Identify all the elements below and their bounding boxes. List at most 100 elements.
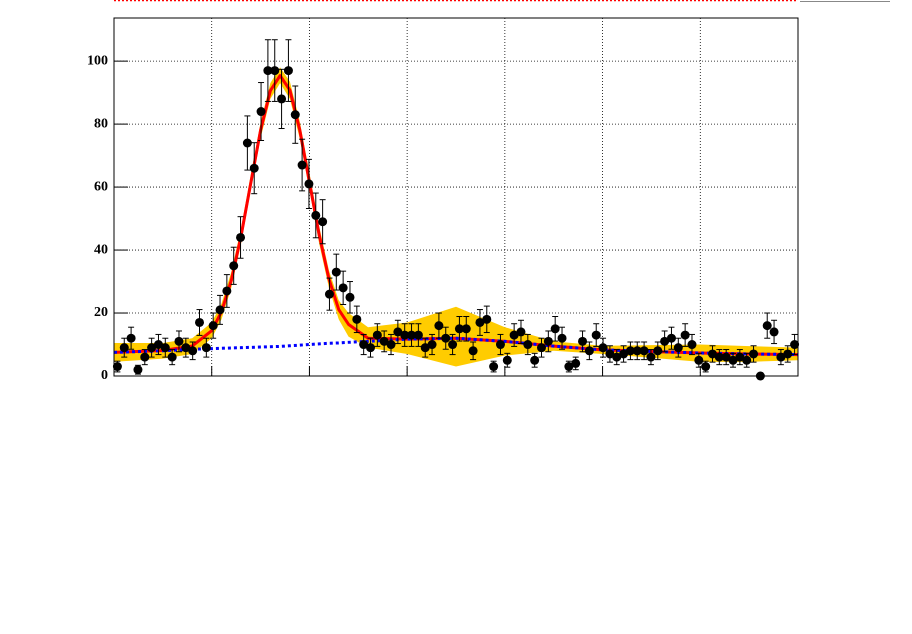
- data-point: [489, 362, 499, 372]
- data-point: [468, 346, 478, 356]
- data-point: [762, 321, 772, 331]
- data-point: [701, 362, 711, 372]
- data-point: [612, 352, 622, 362]
- data-point: [708, 349, 717, 359]
- data-point: [181, 343, 191, 353]
- data-point: [379, 336, 389, 346]
- y-tick-label: 80: [94, 116, 108, 131]
- data-point: [571, 358, 581, 368]
- y-tick-label: 60: [94, 179, 108, 194]
- data-point: [160, 343, 170, 353]
- data-point: [776, 352, 786, 362]
- data-point: [509, 330, 519, 340]
- data-point: [584, 346, 594, 356]
- data-point: [475, 317, 485, 327]
- data-point: [331, 267, 341, 277]
- data-point: [598, 343, 608, 353]
- data-point: [242, 138, 252, 148]
- data-point: [639, 346, 649, 356]
- data-point: [420, 343, 430, 353]
- data-point: [400, 330, 410, 340]
- data-point: [728, 355, 738, 365]
- background-curve: [113, 336, 799, 357]
- data-point: [687, 340, 697, 350]
- data-point: [735, 352, 745, 362]
- data-point: [769, 327, 779, 337]
- data-point: [646, 352, 656, 362]
- data-point: [126, 333, 136, 343]
- data-point: [564, 362, 574, 372]
- data-point: [153, 340, 163, 350]
- data-point: [249, 163, 259, 173]
- data-point: [537, 343, 546, 353]
- data-point: [516, 327, 526, 337]
- data-point: [283, 66, 293, 76]
- data-point: [632, 346, 642, 356]
- data-point: [140, 352, 150, 362]
- data-point: [386, 340, 396, 350]
- y-tick-label: 40: [94, 242, 108, 257]
- data-point: [502, 355, 512, 365]
- data-point: [208, 321, 218, 331]
- data-point: [721, 352, 731, 362]
- data-point: [236, 232, 246, 242]
- data-point: [591, 330, 601, 340]
- data-point: [222, 286, 232, 296]
- data-point: [653, 346, 663, 356]
- data-point: [448, 340, 458, 350]
- data-point: [229, 261, 239, 271]
- data-point: [174, 336, 184, 346]
- data-point: [133, 365, 143, 375]
- data-point: [461, 324, 471, 334]
- y-tick-label: 20: [94, 305, 108, 320]
- data-point: [304, 179, 314, 189]
- data-point: [482, 314, 492, 324]
- data-point: [393, 327, 403, 337]
- data-point: [666, 333, 676, 343]
- data-point: [694, 355, 704, 365]
- data-point: [407, 330, 417, 340]
- data-point: [714, 352, 724, 362]
- data-point: [427, 340, 437, 350]
- data-point: [495, 340, 505, 350]
- data-point: [277, 94, 287, 104]
- data-point: [605, 349, 615, 359]
- data-point: [625, 346, 635, 356]
- data-point: [290, 110, 300, 120]
- data-point: [311, 210, 321, 220]
- data-point: [372, 330, 382, 340]
- data-point: [530, 355, 540, 365]
- data-point: [188, 346, 198, 356]
- data-point: [523, 340, 533, 350]
- data-point: [619, 349, 629, 359]
- data-point: [112, 362, 122, 372]
- y-tick-label: 0: [101, 368, 108, 383]
- data-point: [366, 343, 375, 353]
- data-point: [783, 349, 793, 359]
- data-point: [297, 160, 307, 170]
- data-point: [215, 305, 225, 315]
- data-point: [673, 343, 683, 353]
- data-point: [434, 321, 444, 331]
- data-point: [749, 349, 759, 359]
- series-layer: [112, 39, 800, 381]
- data-point: [256, 107, 266, 117]
- data-point: [790, 340, 800, 350]
- data-point: [263, 66, 273, 76]
- data-point: [201, 343, 211, 353]
- data-point: [742, 355, 752, 365]
- data-point: [680, 330, 690, 340]
- data-point: [318, 217, 328, 227]
- data-point: [660, 336, 670, 346]
- data-point: [119, 343, 129, 353]
- data-point: [359, 340, 369, 350]
- data-point: [338, 283, 348, 293]
- data-point: [352, 314, 362, 324]
- data-point: [550, 324, 560, 334]
- data-point: [413, 330, 423, 340]
- data-point: [167, 352, 177, 362]
- data-point: [147, 343, 157, 353]
- data-point: [441, 333, 451, 343]
- data-point: [345, 292, 355, 302]
